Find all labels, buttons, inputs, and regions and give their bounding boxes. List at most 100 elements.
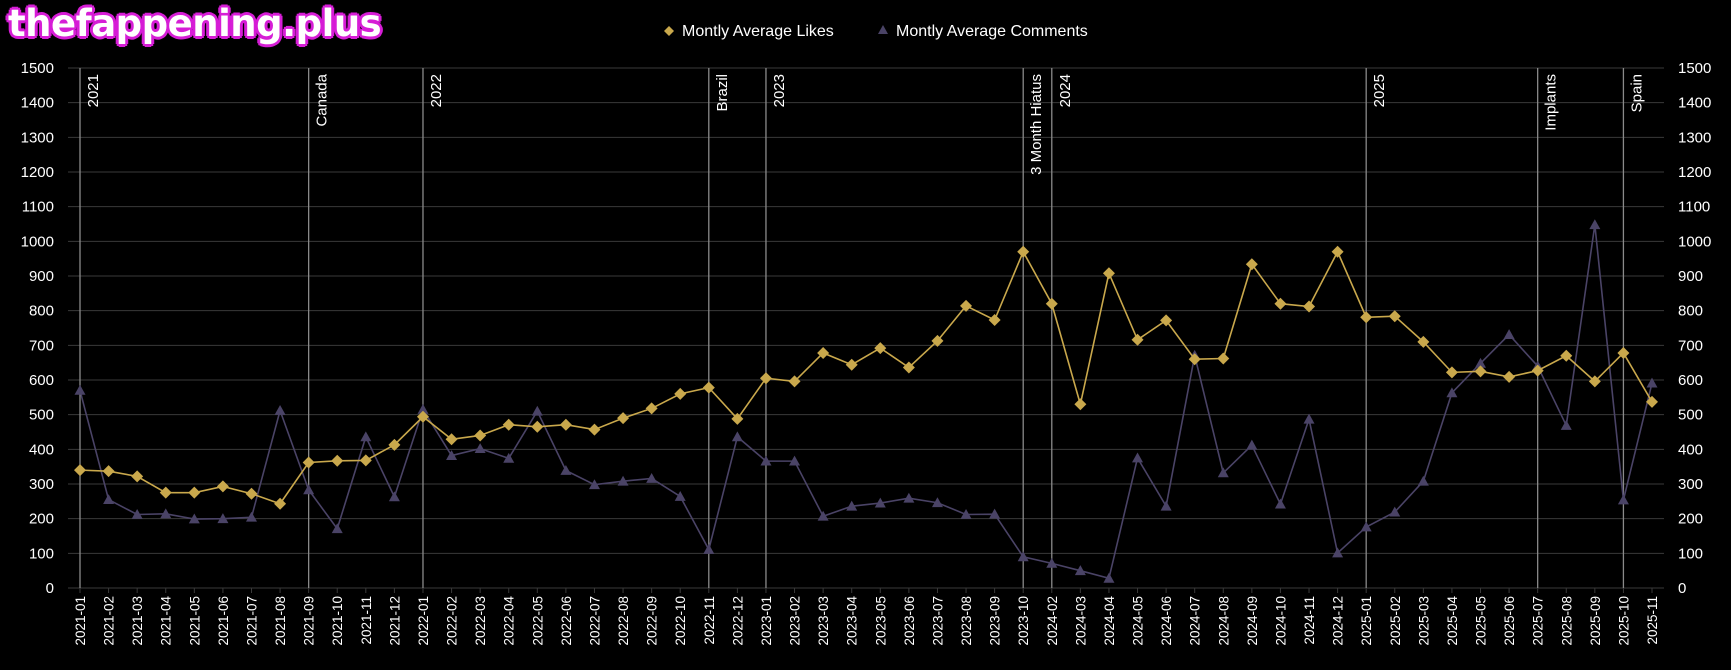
data-point[interactable] <box>102 465 115 478</box>
data-point[interactable] <box>1474 365 1487 378</box>
data-point[interactable] <box>1160 314 1173 327</box>
data-point[interactable] <box>531 420 544 433</box>
data-point[interactable] <box>388 438 401 451</box>
data-point[interactable] <box>131 509 143 519</box>
data-point[interactable] <box>1360 521 1372 532</box>
data-point[interactable] <box>1246 439 1258 450</box>
data-point[interactable] <box>74 464 86 477</box>
data-point[interactable] <box>588 479 600 490</box>
data-point[interactable] <box>817 346 830 359</box>
data-point[interactable] <box>1074 398 1087 411</box>
data-point[interactable] <box>817 510 829 521</box>
data-point[interactable] <box>1303 300 1316 313</box>
legend-item-comments[interactable]: Montly Average Comments <box>878 23 1088 40</box>
data-point[interactable] <box>216 480 229 493</box>
data-point[interactable] <box>1245 258 1258 271</box>
data-point[interactable] <box>1217 352 1230 365</box>
data-point[interactable] <box>617 475 629 486</box>
data-point[interactable] <box>1560 349 1573 362</box>
data-point[interactable] <box>503 452 515 463</box>
data-point[interactable] <box>960 299 973 312</box>
data-point[interactable] <box>531 405 543 416</box>
data-point[interactable] <box>359 454 372 467</box>
data-point[interactable] <box>1332 547 1344 558</box>
data-point[interactable] <box>1160 500 1172 511</box>
data-point[interactable] <box>502 418 515 431</box>
data-point[interactable] <box>646 472 658 483</box>
data-point[interactable] <box>188 486 201 499</box>
data-point[interactable] <box>1274 297 1287 310</box>
data-point[interactable] <box>760 455 772 466</box>
data-point[interactable] <box>931 497 943 508</box>
data-point[interactable] <box>702 381 715 394</box>
data-point[interactable] <box>1360 311 1373 324</box>
data-point[interactable] <box>303 484 315 495</box>
data-point[interactable] <box>617 412 630 425</box>
data-point[interactable] <box>645 402 658 415</box>
data-point[interactable] <box>160 508 172 519</box>
data-point[interactable] <box>1560 419 1572 430</box>
data-point[interactable] <box>1017 245 1030 258</box>
data-point[interactable] <box>989 508 1001 519</box>
data-point[interactable] <box>1417 475 1429 486</box>
data-point[interactable] <box>1103 572 1115 583</box>
data-point[interactable] <box>1303 413 1315 424</box>
data-point[interactable] <box>560 464 572 475</box>
data-point[interactable] <box>674 490 686 501</box>
data-point[interactable] <box>446 450 458 460</box>
data-point[interactable] <box>1274 498 1286 509</box>
data-point[interactable] <box>474 429 487 442</box>
data-point[interactable] <box>1102 267 1115 280</box>
data-point[interactable] <box>159 486 172 499</box>
data-point[interactable] <box>1589 219 1601 230</box>
data-point[interactable] <box>759 372 772 385</box>
data-point[interactable] <box>1503 370 1516 383</box>
data-point[interactable] <box>1131 333 1144 346</box>
data-point[interactable] <box>1646 395 1658 408</box>
data-point[interactable] <box>302 456 315 469</box>
data-point[interactable] <box>988 314 1001 327</box>
data-point[interactable] <box>1045 297 1058 310</box>
data-point[interactable] <box>1017 551 1029 562</box>
data-point[interactable] <box>1046 557 1058 568</box>
data-point[interactable] <box>1074 565 1086 576</box>
data-point[interactable] <box>103 494 115 504</box>
data-point[interactable] <box>1417 335 1430 348</box>
data-point[interactable] <box>960 509 972 519</box>
data-point[interactable] <box>559 418 572 431</box>
legend-item-likes[interactable]: Montly Average Likes <box>664 23 834 40</box>
data-point[interactable] <box>846 500 858 511</box>
data-point[interactable] <box>445 433 458 446</box>
data-point[interactable] <box>188 513 200 524</box>
data-point[interactable] <box>474 443 486 454</box>
data-point[interactable] <box>703 544 715 554</box>
data-point[interactable] <box>788 375 801 388</box>
data-point[interactable] <box>903 492 915 503</box>
data-point[interactable] <box>1531 364 1544 377</box>
data-point[interactable] <box>1331 245 1344 258</box>
data-point[interactable] <box>217 513 229 524</box>
data-point[interactable] <box>1503 329 1515 339</box>
data-point[interactable] <box>731 412 744 425</box>
data-point[interactable] <box>902 361 915 374</box>
data-point[interactable] <box>1132 452 1144 463</box>
data-point[interactable] <box>245 487 258 500</box>
data-point[interactable] <box>931 334 944 347</box>
data-point[interactable] <box>874 342 887 355</box>
data-point[interactable] <box>588 423 601 436</box>
data-point[interactable] <box>331 454 344 467</box>
data-point[interactable] <box>1588 375 1601 388</box>
data-point[interactable] <box>74 384 86 395</box>
data-point[interactable] <box>1388 310 1401 323</box>
data-point[interactable] <box>245 511 257 522</box>
data-point[interactable] <box>131 470 144 483</box>
data-point[interactable] <box>1445 366 1458 379</box>
data-point[interactable] <box>1617 346 1630 359</box>
data-point[interactable] <box>274 405 286 415</box>
data-point[interactable] <box>360 431 372 442</box>
data-point[interactable] <box>1389 506 1401 517</box>
data-point[interactable] <box>416 410 429 423</box>
data-point[interactable] <box>388 491 400 502</box>
data-point[interactable] <box>274 497 287 510</box>
data-point[interactable] <box>331 523 343 534</box>
